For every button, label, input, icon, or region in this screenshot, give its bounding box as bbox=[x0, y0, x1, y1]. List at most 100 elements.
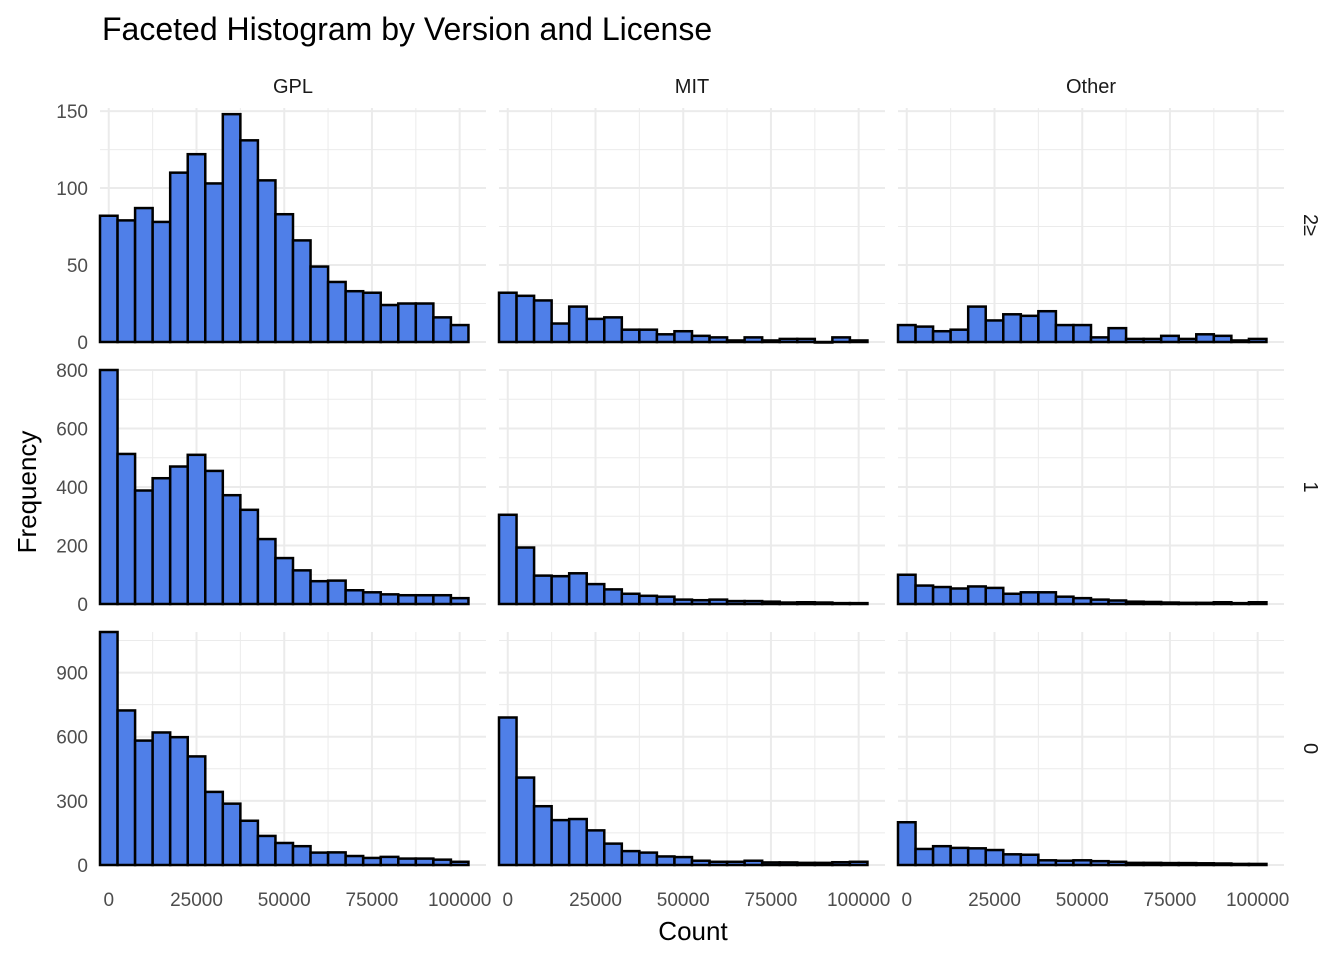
histogram-bar bbox=[1002, 592, 1023, 606]
histogram-bar bbox=[914, 325, 935, 344]
histogram-bar bbox=[326, 579, 347, 606]
histogram-bar bbox=[379, 593, 400, 606]
histogram-bar bbox=[655, 595, 676, 606]
histogram-bar bbox=[1230, 862, 1251, 867]
histogram-bar bbox=[1002, 313, 1023, 344]
histogram-bar bbox=[760, 339, 781, 344]
histogram-bar bbox=[550, 322, 571, 344]
histogram-bar bbox=[914, 847, 935, 867]
histogram-bar bbox=[796, 861, 817, 867]
histogram-bar bbox=[449, 596, 470, 606]
histogram-bar bbox=[1089, 336, 1110, 344]
histogram-bar bbox=[1230, 601, 1251, 606]
histogram-bar bbox=[397, 857, 418, 867]
histogram-bar bbox=[725, 599, 746, 606]
histogram-bar bbox=[515, 294, 536, 344]
y-tick-label: 200 bbox=[56, 537, 88, 558]
x-tick-label: 100000 bbox=[1226, 890, 1289, 911]
histogram-bar bbox=[708, 860, 729, 867]
histogram-bar bbox=[1247, 600, 1268, 606]
x-tick-label: 75000 bbox=[745, 890, 798, 911]
histogram-bar bbox=[1054, 859, 1075, 867]
histogram-bar bbox=[1054, 323, 1075, 344]
histogram-bar bbox=[1019, 314, 1040, 344]
x-tick-label: 0 bbox=[103, 890, 114, 911]
histogram-bar bbox=[274, 556, 295, 606]
histogram-bar bbox=[620, 328, 641, 344]
histogram-bar bbox=[831, 860, 852, 867]
histogram-bar bbox=[98, 630, 119, 867]
histogram-bar bbox=[966, 847, 987, 867]
histogram-bar bbox=[778, 601, 799, 606]
histogram-bar bbox=[414, 302, 435, 344]
histogram-bar bbox=[813, 340, 834, 344]
histogram-bar bbox=[896, 573, 917, 606]
histogram-bar bbox=[432, 593, 453, 606]
histogram-bar bbox=[291, 844, 312, 867]
facet-panel: 0 300 600 900 0 25000 50000 75000 100000 bbox=[56, 630, 491, 911]
histogram-bar bbox=[397, 593, 418, 606]
histogram-bar bbox=[1107, 326, 1128, 344]
facet-row-label: 1 bbox=[1299, 481, 1321, 492]
x-axis-title: Count bbox=[658, 916, 728, 946]
chart-title: Faceted Histogram by Version and License bbox=[102, 11, 712, 47]
histogram-bar bbox=[949, 328, 970, 344]
histogram-bar bbox=[1019, 591, 1040, 606]
x-tick-label: 75000 bbox=[1144, 890, 1197, 911]
histogram-bar bbox=[256, 834, 277, 867]
histogram-bar bbox=[1195, 601, 1216, 606]
histogram-bar bbox=[515, 546, 536, 606]
histogram-bar bbox=[638, 851, 659, 867]
histogram-bar bbox=[133, 489, 154, 606]
histogram-bar bbox=[1247, 862, 1268, 867]
x-tick-label: 0 bbox=[901, 890, 912, 911]
histogram-bar bbox=[708, 598, 729, 606]
histogram-bar bbox=[151, 220, 172, 344]
histogram-bar bbox=[673, 329, 694, 344]
histogram-bar bbox=[831, 601, 852, 606]
histogram-bar bbox=[1019, 853, 1040, 867]
y-tick-label: 400 bbox=[56, 478, 88, 499]
histogram-bar bbox=[585, 582, 606, 606]
histogram-bar bbox=[778, 337, 799, 344]
histogram-bar bbox=[274, 212, 295, 344]
histogram-bar bbox=[966, 305, 987, 344]
histogram-bar bbox=[914, 584, 935, 606]
histogram-bar bbox=[966, 585, 987, 606]
histogram-bar bbox=[497, 513, 518, 606]
histogram-bar bbox=[1142, 861, 1163, 867]
histogram-bar bbox=[291, 569, 312, 606]
histogram-bar bbox=[620, 849, 641, 867]
facet-panel: 0 50 100 150 bbox=[56, 102, 486, 354]
histogram-bar bbox=[1107, 599, 1128, 606]
histogram-bar bbox=[449, 323, 470, 344]
histogram-bar bbox=[256, 179, 277, 344]
histogram-bar bbox=[204, 469, 225, 606]
histogram-bar bbox=[432, 858, 453, 867]
histogram-bar bbox=[116, 709, 137, 867]
histogram-bar bbox=[186, 152, 207, 344]
histogram-bar bbox=[309, 851, 330, 867]
facet-panel: 0 25000 50000 75000 100000 bbox=[497, 632, 890, 911]
histogram-bar bbox=[1054, 595, 1075, 606]
histogram-bar bbox=[344, 289, 365, 344]
histogram-bar bbox=[291, 239, 312, 344]
histogram-bar bbox=[1072, 859, 1093, 867]
histogram-bar bbox=[984, 319, 1005, 344]
histogram-bar bbox=[796, 337, 817, 344]
facet-panel bbox=[896, 108, 1284, 344]
y-tick-label: 800 bbox=[56, 361, 88, 382]
histogram-bar bbox=[326, 851, 347, 867]
histogram-bar bbox=[1037, 309, 1058, 344]
histogram-bar bbox=[432, 316, 453, 344]
histogram-bar bbox=[532, 299, 553, 344]
histogram-bar bbox=[1247, 337, 1268, 344]
y-axis-title: Frequency bbox=[12, 431, 42, 554]
x-tick-label: 50000 bbox=[1056, 890, 1109, 911]
histogram-bar bbox=[585, 317, 606, 344]
histogram-bar bbox=[708, 336, 729, 344]
histogram-bar bbox=[1142, 600, 1163, 606]
histogram-bar bbox=[1089, 598, 1110, 606]
histogram-bar bbox=[949, 587, 970, 606]
